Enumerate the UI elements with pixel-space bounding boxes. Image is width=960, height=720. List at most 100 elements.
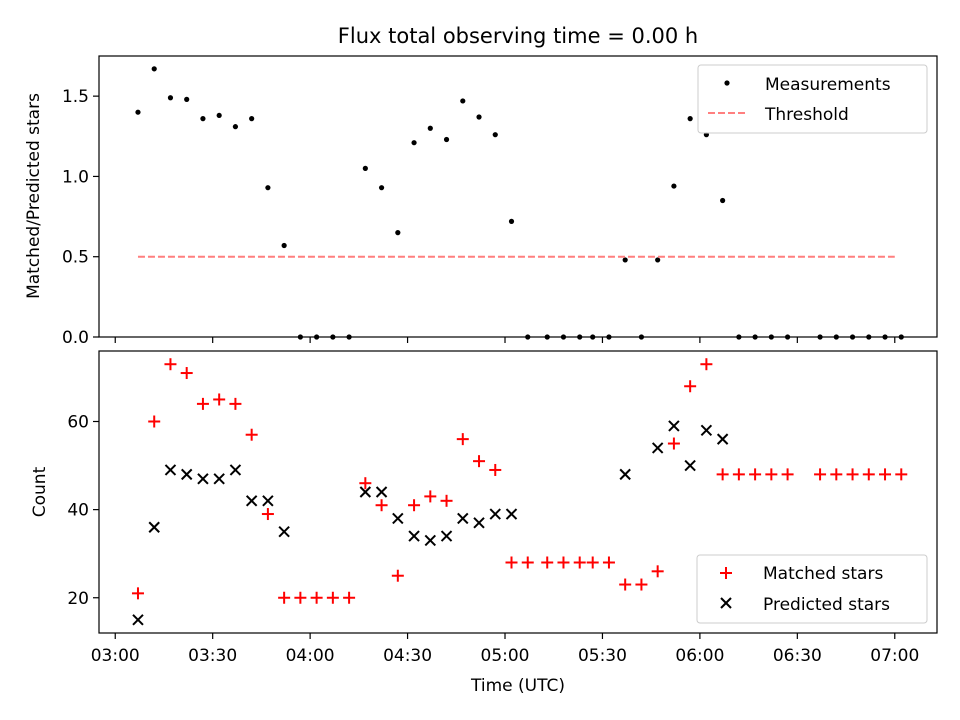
measurements-point (265, 185, 271, 191)
legend-box (697, 64, 928, 134)
matched-stars-point (408, 499, 421, 512)
top-panel: Flux total observing time = 0.00 h Match… (24, 24, 938, 348)
predicted-stars-point (619, 468, 631, 481)
measurements-point (232, 124, 239, 130)
legend-matched-marker (720, 567, 732, 579)
bottom-panel-series (131, 358, 908, 626)
measurements-point (184, 96, 190, 102)
predicted-stars-point (359, 486, 372, 498)
measurements-point (135, 109, 141, 115)
measurements-point (460, 98, 466, 104)
measurements-point (622, 257, 628, 263)
predicted-stars-point (197, 473, 209, 485)
y-tick-label: 0.0 (62, 328, 89, 348)
x-tick-label: 06:30 (773, 646, 822, 666)
measurements-point (216, 112, 222, 119)
matched-stars-point (505, 556, 518, 569)
predicted-stars-point (392, 512, 404, 525)
matched-stars-point (440, 494, 453, 507)
matched-stars-point (489, 463, 502, 476)
predicted-stars-point (229, 464, 242, 476)
measurements-point (427, 125, 433, 131)
matched-stars-point (586, 556, 599, 569)
matched-stars-point (814, 468, 827, 481)
matched-stars-point (732, 468, 745, 481)
top-panel-series (135, 66, 904, 340)
bottom-panel-frame (98, 350, 938, 634)
measurements-point (378, 185, 385, 191)
x-tick-label: 03:30 (188, 646, 237, 666)
y-tick-label: 1.5 (62, 87, 89, 107)
y-tick-label: 0.5 (62, 248, 89, 268)
matched-stars-point (700, 358, 713, 371)
x-tick-label: 05:00 (481, 646, 530, 666)
top-panel-y-axis-label: Matched/Predicted stars (24, 93, 44, 299)
matched-stars-point (651, 565, 664, 578)
bottom-panel-x-axis-label: Time (UTC) (470, 676, 565, 696)
measurements-point (167, 95, 174, 101)
measurements-point (281, 242, 287, 249)
x-tick-label: 03:00 (91, 646, 140, 666)
matched-stars-point (862, 468, 875, 481)
legend-box (696, 554, 928, 624)
measurements-point (249, 116, 255, 122)
x-tick-label: 04:30 (383, 646, 432, 666)
measurements-point (655, 257, 661, 263)
matched-stars-point (180, 367, 193, 380)
predicted-stars-point (505, 508, 518, 520)
matched-stars-point (473, 455, 486, 468)
measurements-point (395, 230, 401, 236)
predicted-stars-point (375, 486, 388, 498)
bottom-panel-ticks: 03:00 03:30 04:00 04:30 05:00 05:30 06:00 06:30… (67, 413, 919, 667)
predicted-stars-point (473, 517, 485, 529)
y-tick-label: 1.0 (62, 167, 89, 187)
matched-stars-point (229, 397, 242, 410)
matched-stars-point (261, 508, 274, 521)
measurements-point (687, 116, 693, 122)
measurements-point (362, 165, 368, 171)
measurements-point (476, 114, 482, 120)
matched-stars-point (196, 397, 209, 410)
matched-stars-point (602, 556, 615, 569)
matched-stars-point (391, 569, 404, 582)
matched-stars-point (573, 556, 586, 569)
measurements-point (411, 140, 417, 146)
measurements-point (151, 66, 157, 72)
matched-stars-point (667, 437, 680, 450)
x-tick-label: 06:00 (675, 646, 724, 666)
x-tick-label: 04:00 (286, 646, 335, 666)
matched-stars-point (895, 468, 908, 481)
matched-stars-point (619, 578, 632, 591)
matched-stars-point (781, 468, 794, 481)
matched-stars-point (359, 477, 372, 490)
bottom-panel-legend: Matched stars Predicted stars (696, 554, 928, 624)
predicted-stars-point (148, 521, 160, 533)
top-panel-frame (98, 55, 938, 338)
predicted-stars-point (245, 495, 258, 507)
matched-stars-point (310, 591, 323, 604)
measurements-point (671, 183, 677, 189)
matched-stars-point (846, 468, 859, 481)
predicted-stars-point (262, 495, 274, 507)
y-tick-label: 20 (67, 589, 89, 609)
matched-stars-point (326, 591, 339, 604)
measurements-point (492, 132, 498, 138)
legend-threshold-label: Threshold (764, 105, 849, 125)
predicted-stars-point (700, 424, 713, 437)
x-tick-label: 05:30 (578, 646, 627, 666)
y-tick-label: 60 (67, 413, 89, 433)
matched-stars-point (213, 393, 226, 406)
predicted-stars-point (457, 512, 469, 525)
measurements-point (720, 197, 726, 204)
predicted-stars-point (440, 530, 453, 542)
matched-stars-point (278, 591, 291, 604)
matched-stars-point (164, 358, 177, 371)
matched-stars-point (456, 433, 469, 446)
matched-stars-point (541, 556, 554, 569)
predicted-stars-point (180, 468, 193, 481)
matched-stars-point (830, 468, 843, 481)
measurements-point (200, 116, 206, 122)
matched-stars-point (131, 587, 144, 600)
matched-stars-point (521, 556, 534, 569)
top-panel-legend: Measurements Threshold (697, 64, 928, 134)
